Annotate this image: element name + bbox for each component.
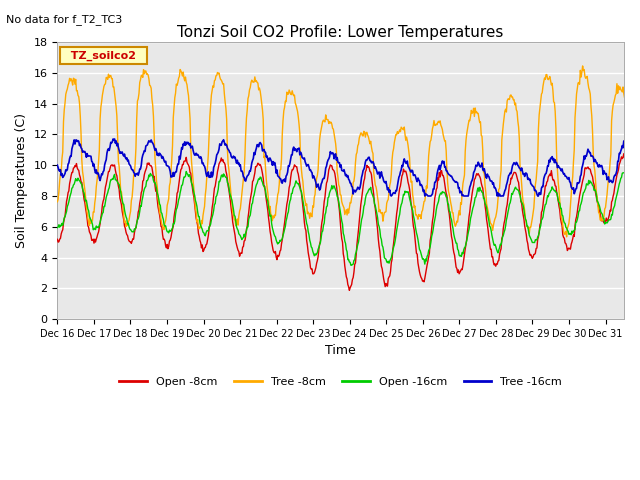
Title: Tonzi Soil CO2 Profile: Lower Temperatures: Tonzi Soil CO2 Profile: Lower Temperatur… [177, 24, 504, 39]
Text: TZ_soilco2: TZ_soilco2 [63, 50, 144, 61]
Text: No data for f_T2_TC3: No data for f_T2_TC3 [6, 14, 123, 25]
X-axis label: Time: Time [325, 344, 356, 357]
Y-axis label: Soil Temperatures (C): Soil Temperatures (C) [15, 113, 28, 248]
Legend: Open -8cm, Tree -8cm, Open -16cm, Tree -16cm: Open -8cm, Tree -8cm, Open -16cm, Tree -… [115, 372, 566, 391]
